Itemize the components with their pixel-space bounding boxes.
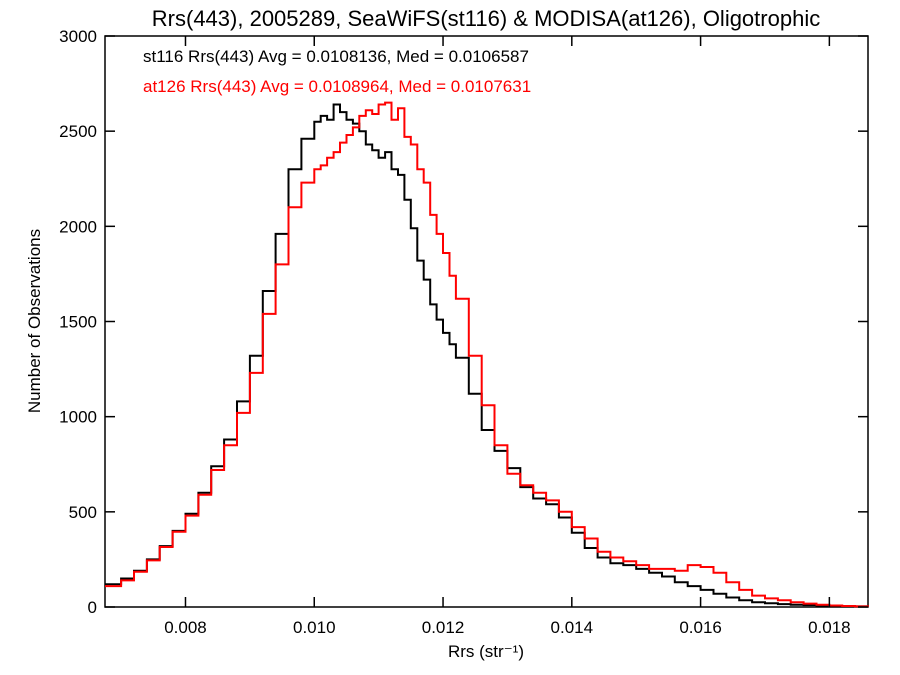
x-tick-label: 0.014: [551, 618, 594, 637]
y-tick-label: 0: [88, 598, 97, 617]
y-axis-label: Number of Observations: [25, 229, 44, 413]
series-line-0: [105, 103, 869, 608]
y-tick-label: 2000: [59, 217, 97, 236]
annotation-st116: st116 Rrs(443) Avg = 0.0108136, Med = 0.…: [143, 47, 529, 66]
y-tick-label: 500: [69, 503, 97, 522]
axis-layer: 0.008 0.010 0.012 0.014 0.016 0.018 0 500 1000 15…: [59, 27, 868, 637]
y-tick-label: 3000: [59, 27, 97, 46]
y-tick-label: 1500: [59, 313, 97, 332]
y-tick-label: 2500: [59, 122, 97, 141]
x-tick-label: 0.016: [679, 618, 722, 637]
x-tick-label: 0.012: [422, 618, 465, 637]
plot-frame: [104, 35, 869, 608]
series-line-1: [105, 101, 869, 608]
x-tick-label: 0.018: [808, 618, 851, 637]
annotation-at126: at126 Rrs(443) Avg = 0.0108964, Med = 0.…: [143, 77, 531, 96]
chart-title: Rrs(443), 2005289, SeaWiFS(st116) & MODI…: [152, 6, 820, 31]
series-layer: [105, 101, 869, 608]
x-axis-label: Rrs (str⁻¹): [448, 642, 524, 661]
x-tick-label: 0.008: [164, 618, 207, 637]
x-tick-label: 0.010: [293, 618, 336, 637]
y-tick-label: 1000: [59, 408, 97, 427]
